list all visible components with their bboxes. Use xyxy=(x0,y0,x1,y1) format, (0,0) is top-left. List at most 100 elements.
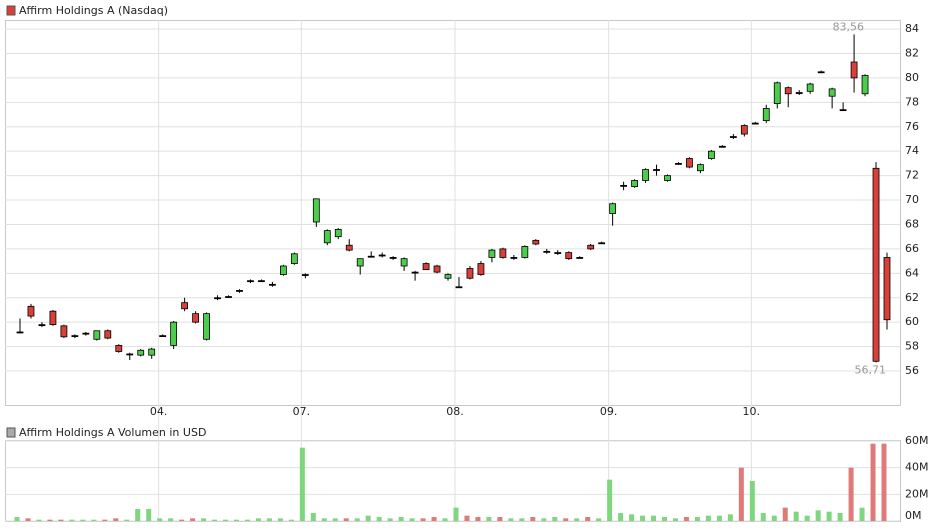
candle-body xyxy=(576,257,584,259)
volume-bar xyxy=(332,518,338,521)
volume-bar xyxy=(431,517,437,521)
y-tick-label: 80 xyxy=(905,71,919,84)
candle-body xyxy=(795,92,803,94)
volume-bar xyxy=(398,517,404,521)
candle-body xyxy=(510,257,518,259)
candle-body xyxy=(620,184,628,187)
volume-bar xyxy=(749,481,755,521)
candle-body xyxy=(806,83,814,92)
candle-body xyxy=(236,290,243,292)
candle-body xyxy=(499,248,507,258)
candle-body xyxy=(532,239,540,245)
candle-body xyxy=(488,249,496,258)
volume-bar xyxy=(716,515,722,521)
volume-bar xyxy=(870,443,876,521)
y-tick-label: 76 xyxy=(905,120,919,133)
volume-bar xyxy=(475,517,481,521)
volume-bar xyxy=(464,515,470,521)
y-tick-label: 62 xyxy=(905,291,919,304)
y-tick-label: 58 xyxy=(905,340,919,353)
y-tick-label: 0M xyxy=(905,509,922,522)
volume-bar xyxy=(288,519,294,521)
volume-bar xyxy=(574,518,580,521)
candle-body xyxy=(883,257,891,321)
volume-bar xyxy=(519,518,525,521)
volume-bar xyxy=(58,519,64,521)
candle-body xyxy=(389,257,397,259)
candle-body xyxy=(126,353,134,356)
volume-bar xyxy=(738,467,744,521)
candle-body xyxy=(839,109,847,112)
candle-body xyxy=(269,283,276,286)
candle-body xyxy=(565,252,573,260)
candle-body xyxy=(521,246,529,258)
candle-body xyxy=(82,332,90,335)
candle-body xyxy=(356,258,364,267)
candle-body xyxy=(444,274,452,279)
y-tick-label: 60M xyxy=(905,434,929,447)
volume-bar xyxy=(102,519,108,521)
volume-bar xyxy=(420,518,426,521)
volume-bar xyxy=(771,515,777,521)
extreme-label: 83,56 xyxy=(833,20,865,33)
candle-body xyxy=(290,253,298,264)
y-tick-label: 60 xyxy=(905,315,919,328)
candle-body xyxy=(653,169,660,171)
volume-bar xyxy=(640,515,646,521)
y-tick-label: 64 xyxy=(905,266,919,279)
candle-body xyxy=(225,296,232,298)
candle-body xyxy=(71,335,79,338)
candle-body xyxy=(598,242,606,245)
volume-bar xyxy=(694,517,700,521)
volume-bar xyxy=(672,518,678,521)
volume-bar xyxy=(760,513,766,521)
candle-body xyxy=(334,228,342,238)
volume-bar xyxy=(135,509,141,521)
volume-bar xyxy=(497,517,503,521)
volume-bar xyxy=(25,518,31,521)
candle-body xyxy=(279,265,287,275)
candle-body xyxy=(784,87,792,95)
volume-bar xyxy=(486,517,492,521)
candle-body xyxy=(872,167,880,362)
candle-body xyxy=(27,305,35,317)
candle-body xyxy=(323,230,331,244)
volume-bar xyxy=(848,467,854,521)
candle-body xyxy=(587,244,595,250)
y-tick-label: 20M xyxy=(905,487,929,500)
volume-bar xyxy=(508,518,514,521)
x-tick-label: 08. xyxy=(446,405,464,418)
volume-bar xyxy=(409,518,415,521)
candle-body xyxy=(422,263,430,271)
candle-body xyxy=(312,198,320,223)
candle-body xyxy=(258,280,265,283)
candle-body xyxy=(675,162,682,165)
x-tick-label: 07. xyxy=(293,405,311,418)
volume-bar xyxy=(36,519,42,521)
candle-body xyxy=(708,150,715,159)
candle-body xyxy=(181,302,189,310)
volume-bar xyxy=(618,513,624,521)
chart-title: Affirm Holdings A (Nasdaq) xyxy=(19,4,168,17)
volume-bar xyxy=(91,519,97,521)
volume-bar xyxy=(321,518,327,521)
volume-bar xyxy=(113,518,119,521)
legend-swatch xyxy=(6,5,16,16)
candle-body xyxy=(49,310,57,326)
candle-body xyxy=(740,125,748,135)
y-tick-label: 82 xyxy=(905,46,919,59)
volume-bar xyxy=(146,509,152,521)
candle-body xyxy=(104,330,112,339)
volume-bar xyxy=(453,507,459,521)
volume-bar xyxy=(387,518,393,521)
volume-bar xyxy=(881,443,887,521)
volume-bar xyxy=(662,517,668,521)
candle-body xyxy=(148,348,156,356)
legend-swatch xyxy=(6,427,16,438)
volume-bar xyxy=(541,518,547,521)
candle-body xyxy=(203,313,210,340)
volume-bar xyxy=(782,507,788,521)
candle-body xyxy=(466,268,474,279)
candle-body xyxy=(455,286,463,289)
volume-bar xyxy=(212,519,218,521)
